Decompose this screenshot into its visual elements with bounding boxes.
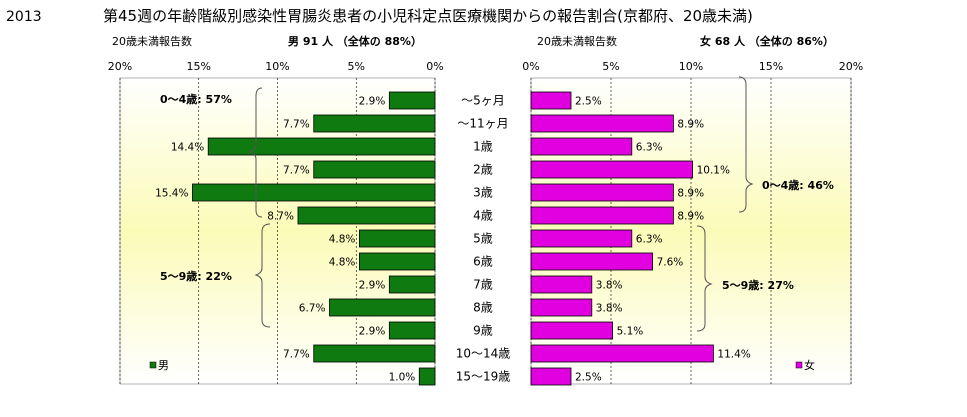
- male-tick-label: 20%: [108, 60, 132, 73]
- male-bracket-5-9: [254, 223, 271, 328]
- category-label: 9歳: [473, 324, 493, 338]
- female-bar: [530, 206, 674, 225]
- male-legend-swatch: [149, 361, 157, 369]
- male-summary: 男 91 人 （全体の 88%）: [288, 34, 422, 48]
- male-tick-label: 10%: [265, 60, 289, 73]
- male-value-label: 2.9%: [359, 96, 386, 108]
- female-bar: [530, 344, 714, 363]
- female-bar: [530, 321, 613, 340]
- category-label: 10～14歳: [456, 347, 511, 361]
- female-bar: [530, 275, 593, 294]
- female-value-label: 11.4%: [717, 349, 750, 361]
- female-caption: 20歳未満報告数: [537, 35, 617, 48]
- male-value-label: 1.0%: [389, 372, 416, 384]
- female-summary: 女 68 人 （全体の 86%）: [700, 34, 834, 48]
- male-value-label: 7.7%: [283, 165, 310, 177]
- male-tick-label: 0%: [426, 60, 443, 73]
- male-bar: [418, 367, 436, 386]
- female-bar: [530, 183, 674, 202]
- male-bar: [388, 321, 436, 340]
- female-value-label: 6.3%: [636, 234, 663, 246]
- female-group-0-4-label: 0～4歳: 46%: [762, 178, 834, 192]
- female-bar: [530, 137, 633, 156]
- male-bar: [388, 275, 436, 294]
- male-value-label: 4.8%: [329, 234, 356, 246]
- category-label: 2歳: [473, 163, 493, 177]
- male-bar: [329, 298, 436, 317]
- category-label: 15～19歳: [456, 370, 511, 384]
- female-bar: [530, 252, 653, 271]
- male-bar: [192, 183, 436, 202]
- category-label: 6歳: [473, 255, 493, 269]
- female-bar: [530, 114, 674, 133]
- female-value-label: 7.6%: [657, 257, 684, 269]
- male-bar: [388, 91, 436, 110]
- axis-ticks: 0% 0% 5% 5% 10% 10% 15% 15% 20% 20%: [108, 60, 863, 73]
- category-label: 7歳: [473, 278, 493, 292]
- female-bar: [530, 367, 572, 386]
- category-label: 3歳: [473, 186, 493, 200]
- male-value-label: 14.4%: [171, 142, 204, 154]
- male-bar: [297, 206, 436, 225]
- male-caption: 20歳未満報告数: [112, 35, 192, 48]
- female-value-label: 3.8%: [596, 303, 623, 315]
- female-value-label: 3.8%: [596, 280, 623, 292]
- female-group-5-9-label: 5～9歳: 27%: [722, 278, 794, 292]
- category-label: 8歳: [473, 301, 493, 315]
- male-value-label: 2.9%: [359, 326, 386, 338]
- female-bar: [530, 298, 593, 317]
- category-label: 5歳: [473, 232, 493, 246]
- female-bar: [530, 160, 694, 179]
- female-value-label: 5.1%: [617, 326, 644, 338]
- chart-title: 第45週の年齢階級別感染性胃腸炎患者の小児科定点医療機関からの報告割合(京都府、…: [103, 7, 753, 25]
- male-bracket-0-4: [248, 87, 263, 218]
- male-value-label: 7.7%: [283, 119, 310, 131]
- category-label: 4歳: [473, 209, 493, 223]
- male-tick-label: 5%: [348, 60, 365, 73]
- female-tick-label: 5%: [602, 60, 619, 73]
- female-bracket-5-9: [696, 225, 713, 332]
- female-value-label: 10.1%: [697, 165, 730, 177]
- female-tick-label: 0%: [522, 60, 539, 73]
- category-label: ～5ヶ月: [461, 94, 505, 108]
- female-tick-label: 15%: [759, 60, 783, 73]
- male-tick-label: 15%: [187, 60, 211, 73]
- female-value-label: 6.3%: [636, 142, 663, 154]
- female-value-label: 8.9%: [677, 188, 704, 200]
- male-bar: [313, 344, 436, 363]
- female-value-label: 8.9%: [677, 119, 704, 131]
- female-value-label: 8.9%: [677, 211, 704, 223]
- category-label: ～11ヶ月: [457, 117, 508, 131]
- male-bar: [358, 229, 436, 248]
- female-tick-label: 10%: [679, 60, 703, 73]
- male-bar: [313, 114, 436, 133]
- female-bar: [530, 91, 572, 110]
- bars: [192, 91, 714, 386]
- male-value-label: 4.8%: [329, 257, 356, 269]
- data-labels: 2.9% 2.5% 7.7% 8.9% 14.4% 6.3% 7.7% 10.1% 15.4% 8…: [155, 96, 751, 384]
- female-bar: [530, 229, 633, 248]
- male-group-0-4-label: 0～4歳: 57%: [160, 92, 232, 106]
- male-group-5-9-label: 5～9歳: 22%: [160, 269, 232, 283]
- male-bar: [313, 160, 436, 179]
- male-value-label: 2.9%: [359, 280, 386, 292]
- category-labels: ～5ヶ月 ～11ヶ月 1歳 2歳 3歳 4歳 5歳 6歳 7歳 8歳 9歳 10～14歳 15～19歳: [456, 94, 511, 384]
- male-bar: [207, 137, 436, 156]
- female-value-label: 2.5%: [575, 96, 602, 108]
- female-legend-label: 女: [804, 358, 815, 372]
- female-tick-label: 20%: [839, 60, 863, 73]
- female-legend-swatch: [795, 361, 803, 369]
- male-value-label: 6.7%: [299, 303, 326, 315]
- female-bracket-0-4: [738, 76, 754, 213]
- male-value-label: 15.4%: [155, 188, 188, 200]
- year-label: 2013: [6, 9, 42, 25]
- category-label: 1歳: [473, 140, 493, 154]
- male-value-label: 8.7%: [267, 211, 294, 223]
- male-value-label: 7.7%: [283, 349, 310, 361]
- female-value-label: 2.5%: [575, 372, 602, 384]
- male-bar: [358, 252, 436, 271]
- male-legend-label: 男: [158, 359, 169, 372]
